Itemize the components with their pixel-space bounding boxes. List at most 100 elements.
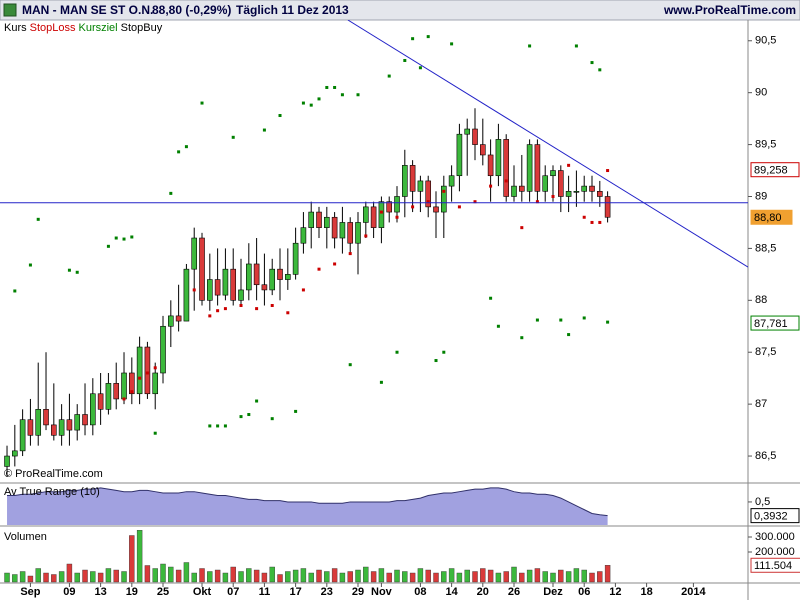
y-tick-label: 87,5 bbox=[755, 346, 776, 358]
candle-body bbox=[573, 191, 580, 193]
signal-point bbox=[36, 217, 40, 221]
candle-body bbox=[386, 201, 393, 213]
signal-point bbox=[75, 270, 79, 274]
legend-item: StopLoss bbox=[30, 22, 76, 34]
candle-body bbox=[495, 139, 502, 177]
signal-point bbox=[13, 289, 17, 293]
candle-body bbox=[12, 450, 18, 457]
volume-bar bbox=[19, 571, 26, 583]
signal-point bbox=[411, 37, 415, 41]
signal-point bbox=[216, 424, 220, 428]
volume-bar bbox=[347, 571, 353, 583]
x-tick-label: 11 bbox=[259, 586, 271, 598]
signal-point bbox=[364, 234, 368, 238]
signal-point bbox=[473, 200, 477, 204]
price-label: 89,258 bbox=[754, 165, 788, 177]
volume-bar bbox=[27, 575, 34, 583]
y-tick-label: 88,5 bbox=[755, 242, 776, 254]
x-tick-label: 20 bbox=[477, 586, 489, 598]
candle-body bbox=[66, 419, 73, 431]
signal-point bbox=[255, 307, 259, 311]
candle-body bbox=[308, 211, 315, 228]
x-tick-label: Okt bbox=[193, 586, 212, 598]
candle-body bbox=[222, 268, 229, 296]
signal-point bbox=[255, 399, 259, 403]
signal-point bbox=[153, 431, 157, 435]
volume-bar bbox=[433, 572, 439, 583]
signal-point bbox=[208, 314, 212, 318]
signal-point bbox=[598, 220, 602, 224]
candle-body bbox=[183, 268, 190, 322]
price-pane bbox=[0, 20, 748, 477]
signal-point bbox=[418, 66, 422, 70]
x-tick-label: 25 bbox=[157, 586, 169, 598]
candle-body bbox=[136, 346, 143, 395]
signal-point bbox=[598, 68, 602, 72]
x-tick-label: 17 bbox=[289, 586, 301, 598]
volume-bar bbox=[409, 572, 416, 583]
signal-point bbox=[489, 296, 493, 300]
candle-body bbox=[191, 237, 198, 270]
volume-bar bbox=[378, 568, 385, 583]
candle-body bbox=[285, 274, 291, 280]
volume-bar bbox=[183, 562, 190, 583]
candle-body bbox=[456, 133, 463, 177]
site: www.ProRealTime.com bbox=[663, 3, 796, 17]
signal-point bbox=[520, 226, 524, 230]
candle-body bbox=[511, 185, 517, 197]
volume-bar bbox=[300, 568, 307, 583]
signal-point bbox=[551, 194, 555, 198]
volume-bar bbox=[136, 530, 143, 583]
candle-body bbox=[316, 211, 322, 228]
legend-item: Kursziel bbox=[79, 22, 118, 34]
candle-body bbox=[51, 424, 57, 436]
candle-body bbox=[441, 185, 447, 213]
volume-bar bbox=[105, 568, 112, 583]
volume-bar bbox=[121, 571, 127, 583]
candle-body bbox=[113, 383, 120, 400]
x-tick-label: 08 bbox=[414, 586, 426, 598]
volume-bar bbox=[90, 571, 96, 583]
price-label: 87,781 bbox=[754, 318, 788, 330]
signal-point bbox=[582, 316, 586, 320]
header-bar bbox=[0, 0, 800, 21]
x-tick-label: 07 bbox=[227, 586, 239, 598]
candle-body bbox=[363, 206, 369, 223]
candle-body bbox=[160, 325, 166, 374]
price-label-box bbox=[750, 209, 793, 225]
volume-bar bbox=[316, 569, 322, 583]
candle-body bbox=[597, 191, 603, 197]
x-tick-label: 13 bbox=[94, 586, 106, 598]
signal-point bbox=[130, 390, 134, 394]
signal-point bbox=[567, 333, 571, 337]
signal-point bbox=[567, 163, 571, 167]
candle-body bbox=[246, 263, 252, 291]
signal-point bbox=[239, 415, 243, 419]
volume-bar bbox=[43, 572, 49, 583]
volume-bar bbox=[339, 572, 346, 583]
y-tick-label: 300.000 bbox=[755, 531, 795, 543]
signal-point bbox=[262, 128, 266, 132]
candle-body bbox=[43, 409, 49, 426]
volume-bar bbox=[238, 571, 244, 583]
signal-point bbox=[574, 44, 578, 48]
volume-bar bbox=[355, 569, 361, 583]
signal-point bbox=[317, 97, 321, 101]
volume-bar bbox=[402, 571, 408, 583]
signal-point bbox=[395, 350, 399, 354]
signal-point bbox=[434, 359, 438, 363]
candle-body bbox=[152, 372, 159, 395]
signal-point bbox=[231, 135, 235, 139]
volume-bar bbox=[448, 568, 455, 583]
candle-body bbox=[58, 419, 65, 436]
volume-bar bbox=[175, 569, 182, 583]
signal-point bbox=[582, 215, 586, 219]
volume-bar bbox=[581, 569, 587, 583]
atr-line bbox=[7, 487, 608, 517]
candle-body bbox=[464, 128, 471, 135]
signal-point bbox=[535, 318, 539, 322]
signal-point bbox=[348, 252, 352, 256]
signal-point bbox=[457, 205, 461, 209]
candle-body bbox=[558, 170, 564, 197]
